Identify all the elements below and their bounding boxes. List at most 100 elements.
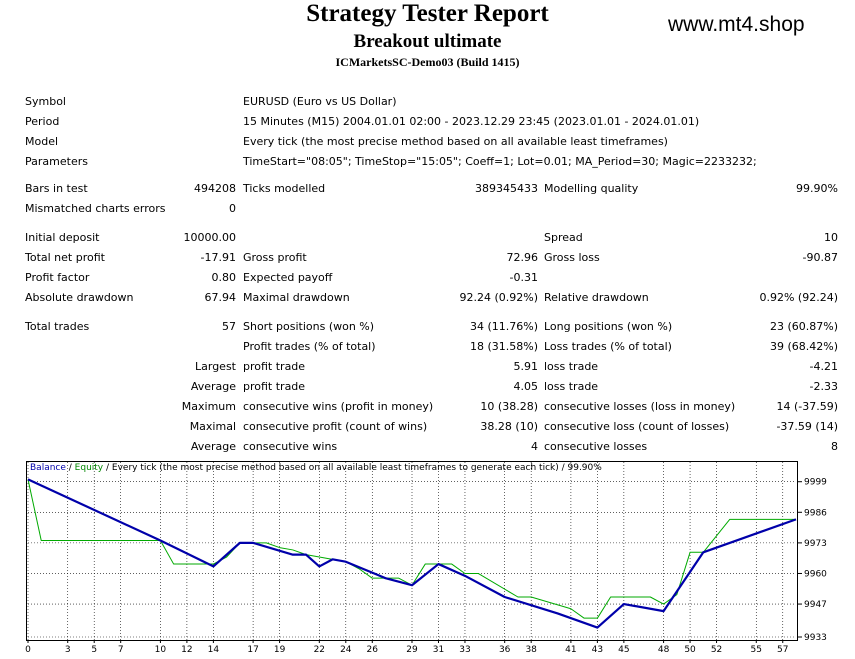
x-tick-label: 22 [314,645,325,655]
gross-profit-label: Gross profit [243,251,307,264]
row-profit-trades: Profit trades (% of total) 18 (31.58%) L… [0,339,855,355]
x-tick-label: 14 [208,645,220,655]
max-consec-losses-value: 14 (-37.59) [776,400,838,413]
x-tick-label: 10 [155,645,167,655]
long-positions-value: 23 (60.87%) [769,320,838,333]
y-tick-label: 9947 [804,600,827,610]
net-profit-value: -17.91 [200,251,236,264]
largest-profit-label: profit trade [243,360,306,373]
x-tick-label: 17 [247,645,258,655]
row-net-profit: Total net profit -17.91 Gross profit 72.… [0,250,855,266]
model-label: Model [25,135,59,148]
average-loss-label: loss trade [544,380,599,393]
row-parameters: Parameters TimeStart="08:05"; TimeStop="… [0,154,855,170]
report-server: ICMarketsSC-Demo03 (Build 1415) [335,55,520,69]
x-tick-label: 26 [367,645,379,655]
largest-profit-value: 5.91 [513,360,539,373]
x-tick-label: 19 [274,645,286,655]
profit-trades-label: Profit trades (% of total) [243,340,376,353]
report-subtitle: Breakout ultimate [353,31,502,52]
maximal-label: Maximal [189,420,236,433]
row-maximal: Maximal consecutive profit (count of win… [0,419,855,435]
period-value: 15 Minutes (M15) 2004.01.01 02:00 - 2023… [243,115,700,128]
parameters-label: Parameters [25,155,88,168]
loss-trades-value: 39 (68.42%) [769,340,838,353]
total-trades-label: Total trades [25,320,90,333]
x-tick-label: 36 [499,645,511,655]
row-average: Average profit trade 4.05 loss trade -2.… [0,379,855,395]
quality-label: Modelling quality [544,182,639,195]
row-largest: Largest profit trade 5.91 loss trade -4.… [0,359,855,375]
y-tick-label: 9973 [804,539,827,549]
y-tick-label: 9986 [804,508,827,518]
row-deposit: Initial deposit 10000.00 Spread 10 [0,230,855,246]
row-symbol: Symbol EURUSD (Euro vs US Dollar) [0,94,855,110]
x-tick-label: 38 [525,645,537,655]
row-period: Period 15 Minutes (M15) 2004.01.01 02:00… [0,114,855,130]
x-tick-label: 50 [684,645,696,655]
ticks-value: 389345433 [475,182,538,195]
x-tick-label: 31 [433,645,444,655]
average-profit-label: profit trade [243,380,306,393]
expected-payoff-value: -0.31 [509,271,538,284]
symbol-label: Symbol [25,95,66,108]
maximal-consec-profit-value: 38.28 (10) [480,420,538,433]
total-trades-value: 57 [222,320,236,333]
symbol-value: EURUSD (Euro vs US Dollar) [243,95,397,108]
parameters-value: TimeStart="08:05"; TimeStop="15:05"; Coe… [243,155,757,168]
x-tick-label: 57 [777,645,788,655]
deposit-value: 10000.00 [183,231,237,244]
x-tick-label: 33 [459,645,470,655]
spread-value: 10 [824,231,838,244]
maximal-consec-loss-label: consecutive loss (count of losses) [544,420,730,433]
gross-loss-label: Gross loss [544,251,600,264]
profit-factor-value: 0.80 [211,271,237,284]
x-tick-label: 3 [65,645,71,655]
avg-consec-wins-value: 4 [531,440,538,453]
row-total-trades: Total trades 57 Short positions (won %) … [0,319,855,335]
watermark-text: www.mt4.shop [668,13,805,36]
maximal-drawdown-value: 92.24 (0.92%) [459,291,538,304]
x-tick-label: 52 [711,645,722,655]
x-tick-label: 7 [118,645,124,655]
largest-loss-label: loss trade [544,360,599,373]
chart-legend: Balance / Equity / Every tick (the most … [30,463,602,473]
expected-payoff-label: Expected payoff [243,271,333,284]
period-label: Period [25,115,60,128]
x-tick-label: 41 [565,645,576,655]
x-tick-label: 0 [25,645,31,655]
y-tick-label: 9933 [804,633,827,643]
average-profit-value: 4.05 [513,380,539,393]
row-mismatch: Mismatched charts errors 0 [0,201,855,217]
balance-series-line [27,478,797,629]
profit-trades-value: 18 (31.58%) [469,340,538,353]
quality-value: 99.90% [796,182,838,195]
x-tick-label: 12 [181,645,192,655]
model-value: Every tick (the most precise method base… [243,135,668,148]
net-profit-label: Total net profit [25,251,105,264]
mismatch-label: Mismatched charts errors [25,202,166,215]
average-label: Average [190,380,236,393]
y-tick-label: 9999 [804,478,827,488]
gross-loss-value: -90.87 [802,251,838,264]
legend-sep: / [65,463,75,473]
absolute-drawdown-value: 67.94 [204,291,237,304]
largest-loss-value: -4.21 [809,360,838,373]
max-consec-wins-label: consecutive wins (profit in money) [243,400,434,413]
row-drawdown: Absolute drawdown 67.94 Maximal drawdown… [0,290,855,306]
legend-rest: / Every tick (the most precise method ba… [103,463,602,473]
maximal-drawdown-label: Maximal drawdown [243,291,350,304]
largest-label: Largest [195,360,236,373]
maximum-label: Maximum [181,400,236,413]
avg-consec-losses-value: 8 [831,440,838,453]
relative-drawdown-value: 0.92% (92.24) [759,291,838,304]
average-loss-value: -2.33 [809,380,838,393]
maximal-consec-profit-label: consecutive profit (count of wins) [243,420,428,433]
mismatch-value: 0 [229,202,236,215]
bars-label: Bars in test [25,182,88,195]
max-consec-losses-label: consecutive losses (loss in money) [544,400,736,413]
row-profit-factor: Profit factor 0.80 Expected payoff -0.31 [0,270,855,286]
deposit-label: Initial deposit [25,231,100,244]
y-tick-label: 9960 [804,569,827,579]
x-tick-label: 5 [91,645,97,655]
